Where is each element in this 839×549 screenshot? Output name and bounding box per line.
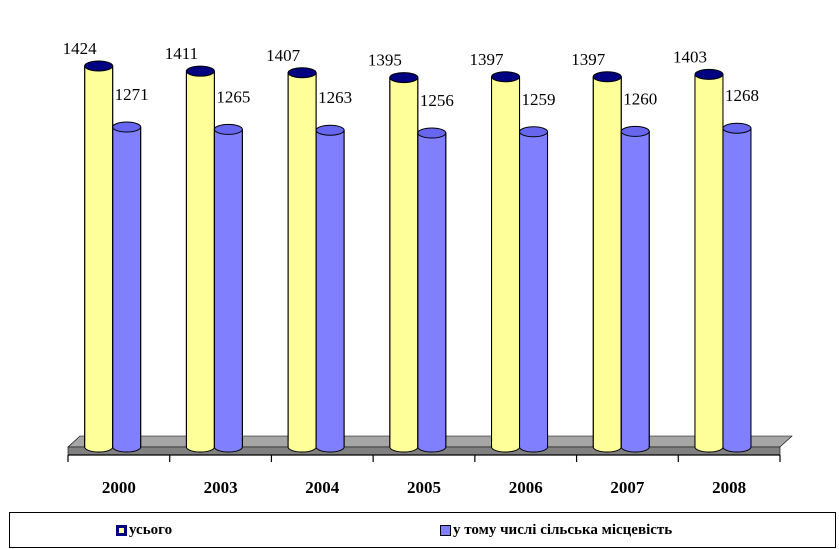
- data-label-series-2: 1259: [522, 90, 556, 109]
- bar-series-2: [417, 132, 447, 448]
- bar-series-1: [592, 76, 622, 448]
- bar-cap-series-2: [112, 121, 142, 133]
- data-label-series-2: 1263: [318, 88, 352, 107]
- bar-series-2: [315, 129, 345, 448]
- bar-cap-series-1: [287, 67, 317, 79]
- data-label-series-2: 1268: [725, 86, 759, 105]
- bar-cap-series-2: [722, 122, 752, 134]
- bar-series-2: [213, 128, 243, 448]
- data-label-series-1: 1395: [368, 51, 402, 70]
- bar-series-2: [620, 130, 650, 448]
- bar-seam-series-2: [316, 441, 344, 447]
- data-label-series-1: 1397: [470, 50, 505, 69]
- bar-seam-series-1: [186, 441, 214, 447]
- bar-seam-series-2: [723, 441, 751, 447]
- bar-cap-series-2: [519, 126, 549, 138]
- data-label-series-1: 1407: [266, 46, 301, 65]
- bar-seam-series-2: [418, 441, 446, 447]
- bar-series-1: [491, 76, 521, 448]
- x-tick-label: 2008: [712, 478, 746, 497]
- bar-cap-series-2: [213, 123, 243, 135]
- data-label-series-1: 1397: [571, 50, 606, 69]
- bar-cap-series-1: [491, 71, 521, 83]
- x-tick-label: 2005: [407, 478, 441, 497]
- data-label-series-1: 1411: [165, 44, 198, 63]
- bar-cap-series-1: [592, 71, 622, 83]
- bar-series-2: [112, 126, 142, 448]
- bar-seam-series-1: [288, 441, 316, 447]
- legend-item-series-1: усього: [116, 522, 172, 539]
- x-tick-label: 2007: [610, 478, 645, 497]
- bar-cap-series-1: [694, 68, 724, 80]
- data-label-series-2: 1265: [216, 87, 250, 106]
- data-label-series-1: 1403: [673, 47, 707, 66]
- bar-seam-series-1: [85, 441, 113, 447]
- bar-cap-series-1: [185, 65, 215, 77]
- x-tick-label: 2004: [305, 478, 340, 497]
- bar-seam-series-1: [390, 441, 418, 447]
- bar-series-2: [722, 127, 752, 448]
- bar-series-1: [84, 65, 114, 448]
- legend: усього у тому числі сільська місцевість: [9, 512, 836, 548]
- chart: 1424 1271 2000 1411 1265 2003 1407 1263 2004 1395…: [63, 39, 793, 497]
- data-label-series-1: 1424: [63, 39, 98, 58]
- bar-series-1: [694, 73, 724, 448]
- data-label-series-2: 1260: [623, 89, 657, 108]
- legend-label-series-1: усього: [129, 522, 173, 538]
- legend-swatch-series-1: [116, 525, 127, 536]
- legend-item-series-2: у тому числі сільська місцевість: [440, 522, 672, 539]
- bar-series-1: [389, 77, 419, 448]
- x-tick-label: 2003: [204, 478, 238, 497]
- bar-seam-series-1: [695, 441, 723, 447]
- bar-cap-series-2: [417, 127, 447, 139]
- bar-seam-series-2: [621, 441, 649, 447]
- x-tick-label: 2006: [509, 478, 543, 497]
- bar-cap-series-1: [389, 72, 419, 84]
- bar-seam-series-1: [593, 441, 621, 447]
- bar-series-2: [519, 131, 549, 448]
- bar-seam-series-2: [113, 441, 141, 447]
- bar-seam-series-1: [492, 441, 520, 447]
- bar-cap-series-2: [620, 125, 650, 137]
- data-label-series-2: 1256: [420, 91, 454, 110]
- x-tick-label: 2000: [102, 478, 136, 497]
- data-label-series-2: 1271: [115, 85, 149, 104]
- bar-seam-series-2: [520, 441, 548, 447]
- bar-cap-series-1: [84, 60, 114, 72]
- bar-series-1: [287, 72, 317, 448]
- bar-seam-series-2: [214, 441, 242, 447]
- bar-series-1: [185, 70, 215, 448]
- legend-swatch-series-2: [440, 525, 451, 536]
- legend-label-series-2: у тому числі сільська місцевість: [453, 522, 673, 538]
- bar-cap-series-2: [315, 124, 345, 136]
